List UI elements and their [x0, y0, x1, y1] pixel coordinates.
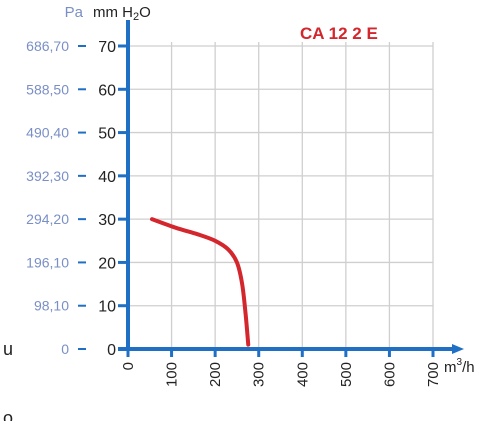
x-tick-label: 0 [120, 362, 137, 370]
y-unit-mm-subscript: 2 [133, 11, 139, 23]
chart-title: CA 12 2 E [300, 24, 378, 43]
x-unit-base: m [444, 359, 457, 376]
x-tick-label: 700 [425, 362, 442, 387]
y-unit-mm-prefix: mm H [93, 4, 133, 21]
y-tick-label-pa: 588,50 [26, 81, 69, 97]
stray-char-left-mid: u [3, 339, 13, 359]
x-unit: m3/h [444, 357, 475, 376]
x-tick-label: 300 [251, 362, 268, 387]
x-tick-label: 500 [338, 362, 355, 387]
labels: 001098,1020196,1030294,2040392,3050490,4… [3, 4, 475, 421]
y-tick-label-mm: 10 [98, 299, 116, 316]
y-tick-label-mm: 30 [98, 212, 116, 229]
y-tick-label-pa: 392,30 [26, 168, 69, 184]
y-unit-pa: Pa [65, 4, 84, 21]
axes [78, 20, 464, 357]
stray-char-left-bottom: o [3, 408, 13, 421]
y-tick-label-pa: 490,40 [26, 125, 69, 141]
x-unit-suffix: /h [462, 359, 475, 376]
x-axis-arrow [452, 344, 464, 354]
grid [128, 42, 434, 349]
y-tick-label-pa: 0 [61, 341, 69, 357]
series-layer [149, 217, 251, 347]
y-tick-label-mm: 70 [98, 39, 116, 56]
x-tick-label: 100 [164, 362, 181, 387]
y-tick-label-pa: 196,10 [26, 254, 69, 270]
y-tick-label-mm: 40 [98, 169, 116, 186]
y-tick-label-mm: 50 [98, 126, 116, 143]
x-tick-label: 200 [207, 362, 224, 387]
y-unit-mm: mm H2O [93, 4, 151, 23]
x-tick-label: 600 [381, 362, 398, 387]
y-tick-label-pa: 294,20 [26, 211, 69, 227]
y-tick-label-mm: 20 [98, 255, 116, 272]
y-unit-mm-suffix: O [139, 4, 151, 21]
y-tick-label-pa: 98,10 [34, 298, 69, 314]
y-tick-label-pa: 686,70 [26, 38, 69, 54]
y-tick-label-mm: 0 [107, 342, 116, 359]
x-tick-label: 400 [294, 362, 311, 387]
x-unit-superscript: 3 [457, 357, 463, 368]
series-line-0 [149, 217, 251, 347]
y-tick-label-mm: 60 [98, 82, 116, 99]
